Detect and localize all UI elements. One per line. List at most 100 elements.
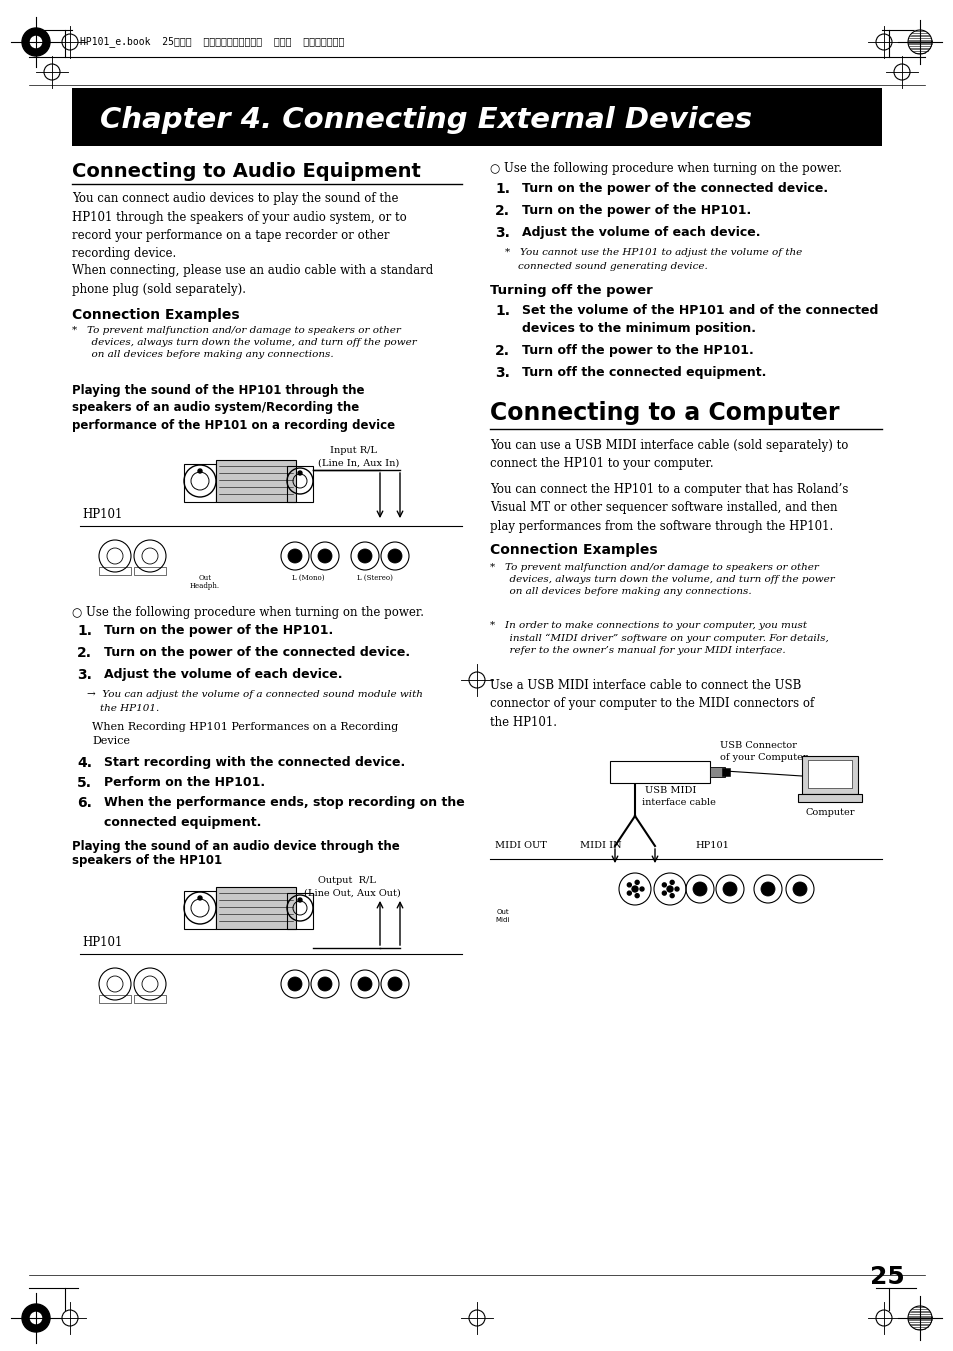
Text: MIDI IN: MIDI IN — [579, 842, 621, 850]
Text: 1.: 1. — [77, 624, 91, 638]
Circle shape — [317, 549, 332, 563]
Text: Turn off the power to the HP101.: Turn off the power to the HP101. — [521, 345, 753, 357]
Text: Computer: Computer — [804, 808, 854, 817]
Circle shape — [661, 884, 665, 886]
Text: HP101_e.book  25ページ  ２００４年８月３１日  火曜日  午後２時１１分: HP101_e.book 25ページ ２００４年８月３１日 火曜日 午後２時１１… — [80, 36, 344, 47]
Text: *   You cannot use the HP101 to adjust the volume of the: * You cannot use the HP101 to adjust the… — [504, 249, 801, 257]
Text: Output  R/L: Output R/L — [317, 875, 375, 885]
Circle shape — [297, 471, 302, 476]
Text: L (Stereo): L (Stereo) — [356, 574, 393, 582]
Text: Midi: Midi — [496, 917, 510, 923]
Text: Turning off the power: Turning off the power — [490, 284, 652, 297]
Bar — [71, 88, 882, 146]
Text: Turn off the connected equipment.: Turn off the connected equipment. — [521, 366, 765, 380]
Text: 4.: 4. — [77, 757, 91, 770]
Bar — [99, 994, 131, 1002]
Circle shape — [675, 888, 679, 892]
Text: 2.: 2. — [77, 646, 91, 661]
Text: ○ Use the following procedure when turning on the power.: ○ Use the following procedure when turni… — [71, 607, 423, 619]
Circle shape — [297, 898, 302, 902]
Circle shape — [30, 36, 42, 47]
Circle shape — [627, 884, 631, 886]
Text: 2.: 2. — [495, 204, 510, 218]
Text: of your Computer: of your Computer — [720, 753, 807, 762]
Text: You can use a USB MIDI interface cable (sold separately) to
connect the HP101 to: You can use a USB MIDI interface cable (… — [490, 439, 847, 470]
Bar — [287, 893, 313, 929]
Text: Perform on the HP101.: Perform on the HP101. — [104, 775, 265, 789]
Polygon shape — [907, 1306, 931, 1329]
Circle shape — [666, 886, 672, 892]
Text: When Recording HP101 Performances on a Recording: When Recording HP101 Performances on a R… — [91, 721, 397, 732]
Bar — [184, 892, 215, 929]
Bar — [797, 794, 862, 802]
Text: USB Connector: USB Connector — [720, 740, 796, 750]
Text: HP101: HP101 — [82, 936, 122, 948]
Text: 1.: 1. — [495, 182, 510, 196]
Text: (Line In, Aux In): (Line In, Aux In) — [317, 459, 399, 467]
Text: Out: Out — [497, 909, 509, 915]
Text: *   To prevent malfunction and/or damage to speakers or other
      devices, alw: * To prevent malfunction and/or damage t… — [71, 326, 416, 359]
Text: You can connect the HP101 to a computer that has Roland’s
Visual MT or other seq: You can connect the HP101 to a computer … — [490, 484, 847, 534]
Text: speakers of the HP101: speakers of the HP101 — [71, 854, 222, 867]
Circle shape — [635, 881, 639, 885]
Text: devices to the minimum position.: devices to the minimum position. — [521, 322, 755, 335]
Bar — [215, 888, 295, 929]
Text: Input R/L: Input R/L — [330, 446, 376, 455]
Text: Playing the sound of an audio device through the: Playing the sound of an audio device thr… — [71, 840, 399, 852]
Circle shape — [692, 882, 706, 896]
Circle shape — [30, 1312, 42, 1324]
Text: Use a USB MIDI interface cable to connect the USB
connector of your computer to : Use a USB MIDI interface cable to connec… — [490, 680, 814, 730]
Circle shape — [288, 977, 302, 992]
Text: connected sound generating device.: connected sound generating device. — [517, 262, 707, 272]
Text: Device: Device — [91, 736, 130, 746]
Circle shape — [317, 977, 332, 992]
Circle shape — [669, 893, 674, 897]
Circle shape — [357, 549, 372, 563]
Bar — [99, 567, 131, 576]
Text: Connecting to a Computer: Connecting to a Computer — [490, 401, 839, 426]
Text: Turn on the power of the connected device.: Turn on the power of the connected devic… — [521, 182, 827, 195]
Text: connected equipment.: connected equipment. — [104, 816, 261, 830]
Text: L (Mono): L (Mono) — [292, 574, 324, 582]
Text: 6.: 6. — [77, 796, 91, 811]
Bar — [215, 459, 295, 503]
Text: 25: 25 — [869, 1265, 903, 1289]
Circle shape — [22, 1304, 50, 1332]
Text: Turn on the power of the HP101.: Turn on the power of the HP101. — [104, 624, 333, 638]
Text: Adjust the volume of each device.: Adjust the volume of each device. — [104, 667, 342, 681]
Text: the HP101.: the HP101. — [100, 704, 159, 713]
Text: interface cable: interface cable — [641, 798, 715, 807]
Circle shape — [792, 882, 806, 896]
Bar — [609, 761, 709, 784]
Bar — [133, 567, 166, 576]
Text: When connecting, please use an audio cable with a standard
phone plug (sold sepa: When connecting, please use an audio cab… — [71, 263, 433, 296]
Text: *   In order to make connections to your computer, you must
      install “MIDI : * In order to make connections to your c… — [490, 621, 828, 655]
Circle shape — [198, 896, 202, 900]
Text: 3.: 3. — [495, 226, 509, 240]
Text: ○ Use the following procedure when turning on the power.: ○ Use the following procedure when turni… — [490, 162, 841, 176]
Circle shape — [288, 549, 302, 563]
Text: When the performance ends, stop recording on the: When the performance ends, stop recordin… — [104, 796, 464, 809]
Bar — [807, 761, 851, 788]
Circle shape — [357, 977, 372, 992]
Text: HP101: HP101 — [82, 508, 122, 521]
Text: Playing the sound of the HP101 through the
speakers of an audio system/Recording: Playing the sound of the HP101 through t… — [71, 384, 395, 432]
Text: Connecting to Audio Equipment: Connecting to Audio Equipment — [71, 162, 420, 181]
Text: Turn on the power of the HP101.: Turn on the power of the HP101. — [521, 204, 750, 218]
Text: 3.: 3. — [495, 366, 509, 380]
Text: Set the volume of the HP101 and of the connected: Set the volume of the HP101 and of the c… — [521, 304, 878, 317]
Text: Adjust the volume of each device.: Adjust the volume of each device. — [521, 226, 760, 239]
Text: Connection Examples: Connection Examples — [490, 543, 657, 557]
Text: →  You can adjust the volume of a connected sound module with: → You can adjust the volume of a connect… — [87, 690, 422, 698]
Circle shape — [388, 977, 401, 992]
Bar — [133, 994, 166, 1002]
Text: You can connect audio devices to play the sound of the
HP101 through the speaker: You can connect audio devices to play th… — [71, 192, 406, 261]
Bar — [184, 463, 215, 503]
Circle shape — [22, 28, 50, 55]
Text: Connection Examples: Connection Examples — [71, 308, 239, 322]
Circle shape — [669, 881, 674, 885]
Text: 1.: 1. — [495, 304, 510, 317]
Bar — [709, 767, 724, 777]
Text: Out: Out — [198, 574, 212, 582]
Text: 5.: 5. — [77, 775, 91, 790]
